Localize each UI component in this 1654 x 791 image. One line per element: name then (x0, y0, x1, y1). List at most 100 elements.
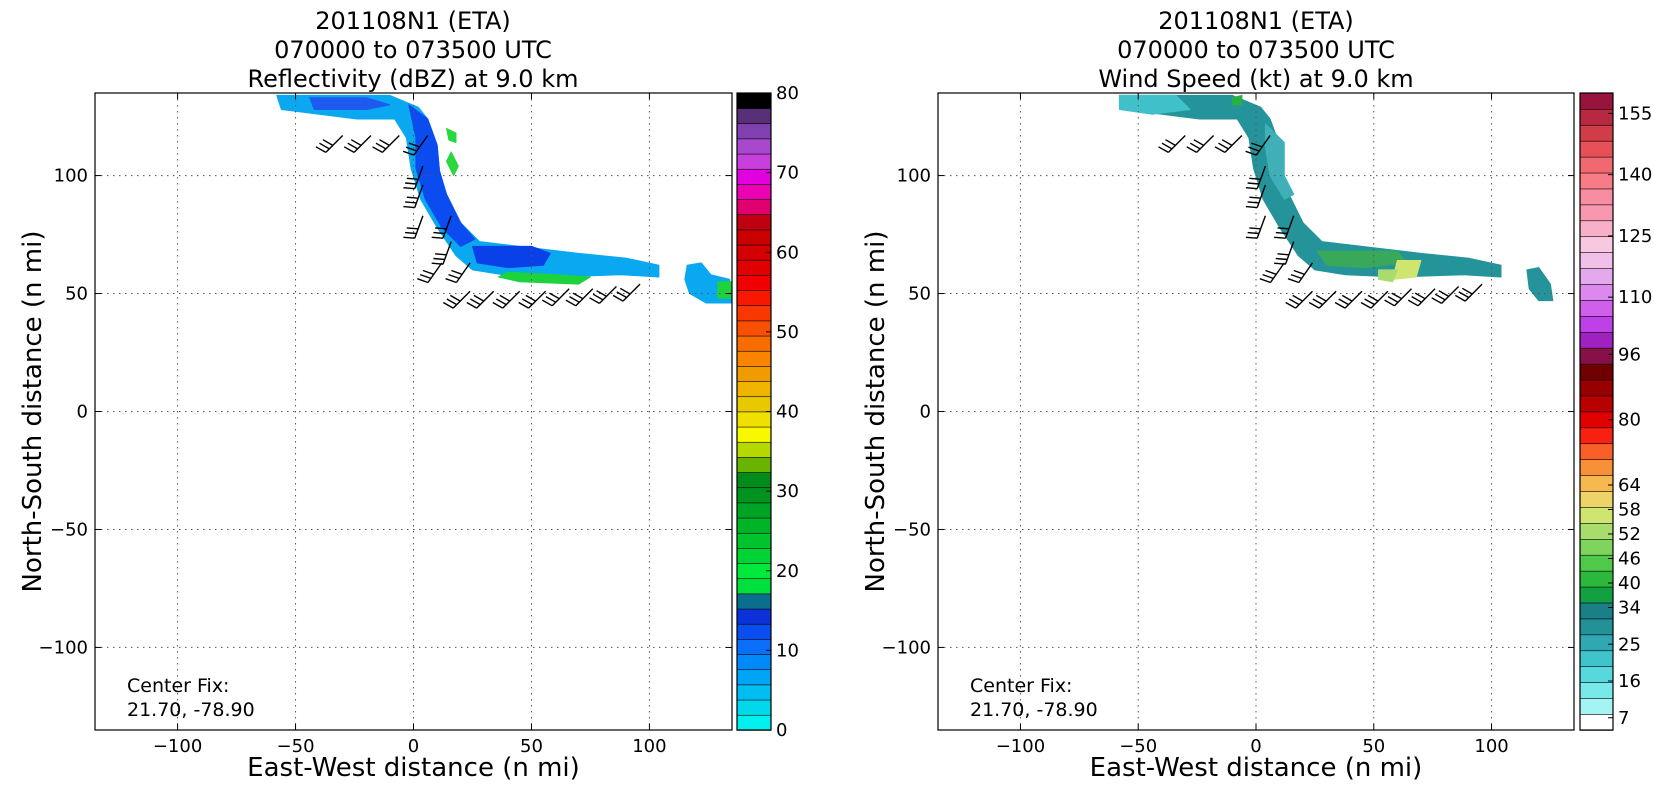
colorbar-tick-label: 40 (776, 402, 799, 423)
colorbar-segment (736, 532, 772, 549)
wind-barb (1308, 290, 1337, 309)
wind-barb (1431, 286, 1460, 305)
x-tick-label: 100 (632, 736, 666, 757)
wind-barb (1245, 215, 1267, 239)
colorbar-tick-label: 155 (1618, 103, 1652, 124)
colorbar-segment (1579, 458, 1614, 476)
colorbar-tick-label: 60 (776, 242, 799, 263)
wind-barb (372, 135, 400, 154)
colorbar-tick-label: 16 (1618, 671, 1641, 692)
colorbar-segment (736, 320, 772, 337)
x-axis-label: East-West distance (n mi) (1090, 753, 1423, 783)
wind-barb (1259, 262, 1285, 284)
colorbar-segment (736, 638, 772, 655)
x-tick-label: −50 (277, 736, 315, 757)
colorbar-frame (1579, 92, 1614, 731)
wind-barb (343, 135, 372, 154)
colorbar-segment (1579, 283, 1614, 301)
field-green-tip (1231, 94, 1243, 106)
colorbar-segment (1579, 443, 1614, 460)
colorbar-segment (1579, 108, 1614, 126)
y-tick-label: −100 (39, 637, 88, 658)
colorbar-segment (736, 578, 772, 595)
data-field (276, 94, 732, 304)
colorbar-segment (736, 214, 772, 231)
colorbar-tick-label: 70 (776, 163, 799, 184)
y-tick-label: 0 (920, 402, 931, 423)
colorbar-segment (736, 229, 772, 246)
colorbar-segment (736, 92, 772, 109)
colorbar-segment (1579, 713, 1614, 731)
x-tick-label: 0 (1250, 736, 1261, 757)
colorbar-segment (736, 441, 772, 458)
center-fix-text: Center Fix: (127, 675, 229, 697)
colorbar-segment (1579, 363, 1614, 381)
colorbar-segment (1579, 204, 1614, 222)
wind-barb (417, 262, 443, 284)
wind-barb (1186, 135, 1215, 154)
colorbar-tick-label: 96 (1618, 344, 1641, 365)
chart-title-line: 201108N1 (ETA) (1158, 7, 1354, 35)
colorbar-tick-label: 20 (776, 561, 799, 582)
colorbar-segment (1579, 665, 1614, 683)
wind-barb (431, 215, 452, 239)
colorbar-tick-label: 46 (1618, 549, 1641, 570)
colorbar-tick-label: 58 (1618, 500, 1641, 521)
colorbar-tick-label: 64 (1618, 475, 1641, 496)
colorbar-segment (736, 562, 772, 580)
colorbar-segment (1579, 490, 1614, 508)
wind-barb (402, 135, 429, 156)
x-tick-label: 50 (1362, 736, 1385, 757)
x-tick-label: −100 (996, 736, 1045, 757)
colorbar-segment (1579, 220, 1614, 238)
colorbar-segment (736, 623, 772, 640)
field-green-2 (446, 127, 457, 143)
wind-barb (518, 290, 547, 309)
chart-title-line: 070000 to 073500 UTC (1117, 36, 1395, 64)
field-green-3 (446, 151, 459, 177)
wind-barb (541, 288, 570, 307)
y-axis-label: North-South distance (n mi) (18, 231, 48, 593)
x-tick-label: 50 (520, 736, 543, 757)
field-core-3 (309, 97, 391, 110)
wind-barb (1158, 135, 1186, 154)
colorbar-segment (1579, 92, 1614, 110)
colorbar-segment (1579, 315, 1614, 333)
colorbar-tick-label: 110 (1618, 287, 1652, 308)
colorbar-segment (1579, 634, 1614, 652)
chart-title-line: 070000 to 073500 UTC (274, 36, 552, 64)
colorbar-tick-label: 140 (1618, 165, 1652, 186)
wind-barb (492, 290, 521, 309)
field-blob-east (1526, 267, 1554, 302)
colorbar-segment (1579, 602, 1614, 620)
wind-barb (1454, 283, 1483, 302)
wind-barb (403, 184, 424, 209)
wind-barb (1274, 215, 1295, 239)
colorbar-segment (1579, 379, 1614, 397)
colorbar-tick-label: 10 (776, 640, 799, 661)
field-band-upper (276, 94, 660, 278)
colorbar-tick-label: 40 (1618, 573, 1641, 594)
colorbar-segment (736, 123, 772, 140)
wind-barb (1245, 135, 1271, 156)
chart-title-line: Reflectivity (dBZ) at 9.0 km (248, 65, 579, 93)
colorbar-tick-label: 7 (1618, 708, 1629, 729)
x-tick-label: −50 (1119, 736, 1157, 757)
wind-barb (1407, 288, 1436, 307)
colorbar-segment (736, 487, 772, 504)
colorbar-segment (736, 350, 772, 367)
colorbar-segment (736, 335, 772, 352)
colorbar-segment (736, 289, 772, 307)
colorbar-segment (736, 168, 772, 185)
field-blob-east-green (717, 281, 732, 299)
colorbar-segment (736, 138, 772, 155)
field-green-band (1316, 250, 1408, 269)
chart-title-line: 201108N1 (ETA) (315, 7, 511, 35)
y-tick-label: −100 (882, 637, 931, 658)
colorbar-segment (736, 669, 772, 686)
center-fix-text: Center Fix: (970, 675, 1072, 697)
colorbar-segment (1579, 395, 1614, 413)
colorbar-segment (1579, 299, 1614, 317)
wind-barb (466, 290, 495, 309)
